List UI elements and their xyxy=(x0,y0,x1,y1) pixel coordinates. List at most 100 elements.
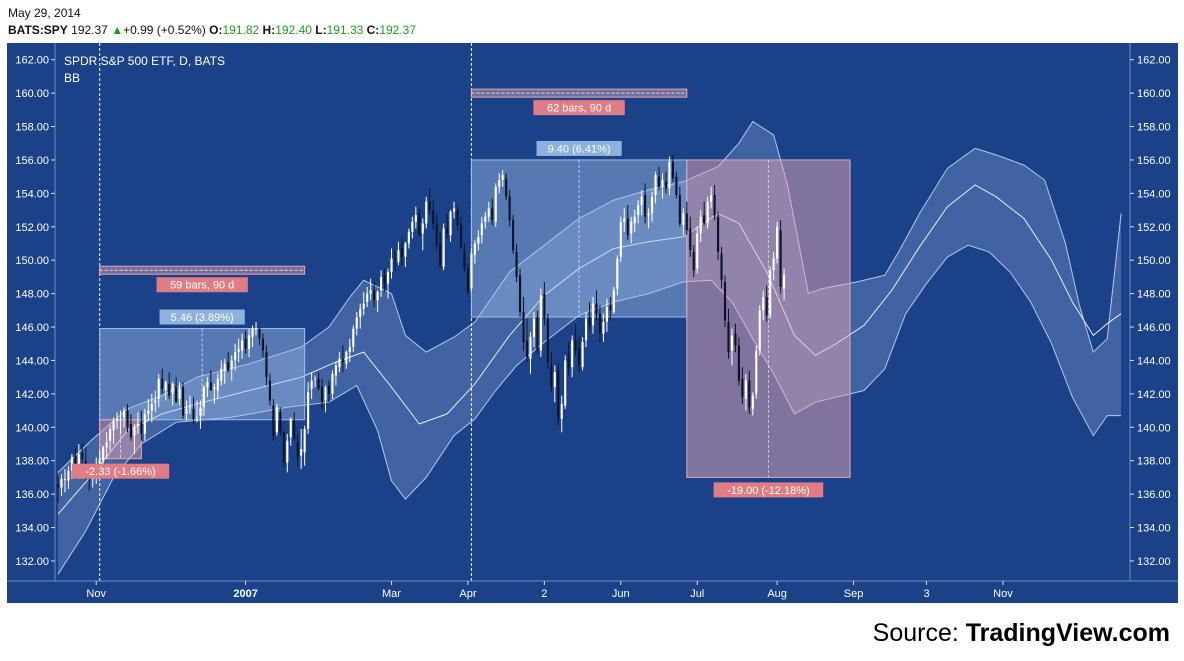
candle-body xyxy=(307,392,310,429)
candle-body xyxy=(647,213,650,216)
y-tick-label-right: 154.00 xyxy=(1137,188,1171,200)
candle-body xyxy=(720,253,723,281)
candle-body xyxy=(758,310,761,351)
annotation-label-bg xyxy=(71,463,170,479)
annotation-label-bg xyxy=(536,140,622,156)
candle-body xyxy=(251,328,254,338)
symbol[interactable]: BATS:SPY xyxy=(8,23,68,37)
candle-body xyxy=(227,362,230,371)
candle-body xyxy=(685,213,688,231)
candle-body xyxy=(710,195,713,202)
y-tick-label-left: 152.00 xyxy=(15,222,49,234)
candle-body xyxy=(765,296,768,316)
candle-body xyxy=(755,350,758,394)
annotation-label: 62 bars, 90 d xyxy=(547,103,611,115)
candle-body xyxy=(678,195,681,224)
candle-body xyxy=(56,484,60,488)
y-tick-label-left: 154.00 xyxy=(15,188,49,200)
candle-body xyxy=(751,395,754,409)
candle-body xyxy=(619,221,622,257)
y-tick-label-right: 140.00 xyxy=(1137,422,1171,434)
open-label: O: xyxy=(209,23,223,37)
close-label: C: xyxy=(366,23,380,37)
price-axes[interactable]: 162.00 162.00 160.00 160.00 158.00 158.00 156.… xyxy=(15,55,1170,568)
candle-body xyxy=(508,196,511,221)
candle-body xyxy=(310,380,313,389)
candle-body xyxy=(692,251,695,271)
candle-body xyxy=(630,221,633,234)
candle-body xyxy=(550,365,553,388)
candle-body xyxy=(60,479,63,488)
x-tick-label: Nov xyxy=(86,588,106,600)
candle-body xyxy=(612,290,615,312)
y-tick-label-right: 138.00 xyxy=(1137,456,1171,468)
chart-title: SPDR S&P 500 ETF, D, BATS xyxy=(64,54,225,68)
chart-svg[interactable]: 5.46 (3.89%) -2.33 (-1.66%) 59 bars, 90 d 9… xyxy=(7,43,1178,603)
candle-body xyxy=(470,253,473,289)
candle-body xyxy=(553,372,556,388)
candle-body xyxy=(744,380,747,399)
candle-body xyxy=(331,373,334,394)
source-credit: Source: TradingView.com xyxy=(873,619,1170,648)
candle-body xyxy=(418,213,421,236)
candle-body xyxy=(435,223,438,246)
candle-body xyxy=(616,258,619,289)
candle-body xyxy=(772,258,775,271)
candle-body xyxy=(181,387,185,416)
band-middle-line xyxy=(57,184,1122,515)
candle-body xyxy=(348,347,351,353)
candle-body xyxy=(258,328,261,339)
candle-body xyxy=(119,418,122,420)
candle-body xyxy=(560,403,563,419)
candle-body xyxy=(164,382,167,391)
candle-body xyxy=(487,208,490,217)
candle-body xyxy=(105,442,108,448)
candle-body xyxy=(463,250,466,269)
candle-body xyxy=(442,228,445,267)
candle-body xyxy=(188,407,192,409)
candle-body xyxy=(129,423,133,438)
candle-body xyxy=(147,410,150,414)
candle-body xyxy=(626,218,629,236)
candle-body xyxy=(734,333,737,346)
y-tick-label-right: 134.00 xyxy=(1137,523,1171,535)
y-tick-label-right: 148.00 xyxy=(1137,289,1171,301)
candle-body xyxy=(338,358,341,368)
candle-body xyxy=(584,318,588,341)
candle-body xyxy=(282,432,285,463)
candle-body xyxy=(216,378,219,391)
annotation-label: 9.40 (6.41%) xyxy=(548,143,611,155)
high-label: H: xyxy=(262,23,276,37)
candle-body xyxy=(171,383,174,394)
candle-body xyxy=(98,459,101,466)
candle-body xyxy=(234,352,237,361)
y-tick-label-right: 162.00 xyxy=(1137,55,1171,67)
candle-body xyxy=(459,225,463,247)
candle-body xyxy=(595,303,598,314)
candle-body xyxy=(254,328,258,330)
y-tick-label-left: 132.00 xyxy=(15,556,49,568)
candle-body xyxy=(241,340,244,351)
annotation-label-bg xyxy=(713,482,824,498)
y-tick-label-right: 156.00 xyxy=(1137,155,1171,167)
y-tick-label-left: 138.00 xyxy=(15,456,49,468)
indicator-label[interactable]: BB xyxy=(64,71,80,85)
candle-body xyxy=(741,378,744,398)
x-tick-label: Jun xyxy=(612,588,630,600)
y-tick-label-left: 150.00 xyxy=(15,255,49,267)
candle-body xyxy=(706,201,709,224)
y-tick-label-left: 142.00 xyxy=(15,389,49,401)
candle-body xyxy=(696,233,699,269)
candle-body xyxy=(637,205,640,216)
candle-body xyxy=(393,258,397,261)
candle-body xyxy=(63,479,67,481)
candle-body xyxy=(362,303,365,309)
time-axis[interactable]: Nov 2007 Mar Apr 2 Jun Jul Aug Sep 3 Nov xyxy=(86,581,1013,600)
y-tick-label-right: 144.00 xyxy=(1137,355,1171,367)
candle-body xyxy=(341,358,344,363)
price-chart[interactable]: 5.46 (3.89%) -2.33 (-1.66%) 59 bars, 90 d 9… xyxy=(7,43,1178,603)
candle-body xyxy=(494,186,497,222)
x-tick-label: Mar xyxy=(382,588,401,600)
quote-line: BATS:SPY 192.37 ▲+0.99 (+0.52%) O:191.82… xyxy=(8,23,416,37)
y-tick-label-left: 134.00 xyxy=(15,523,49,535)
